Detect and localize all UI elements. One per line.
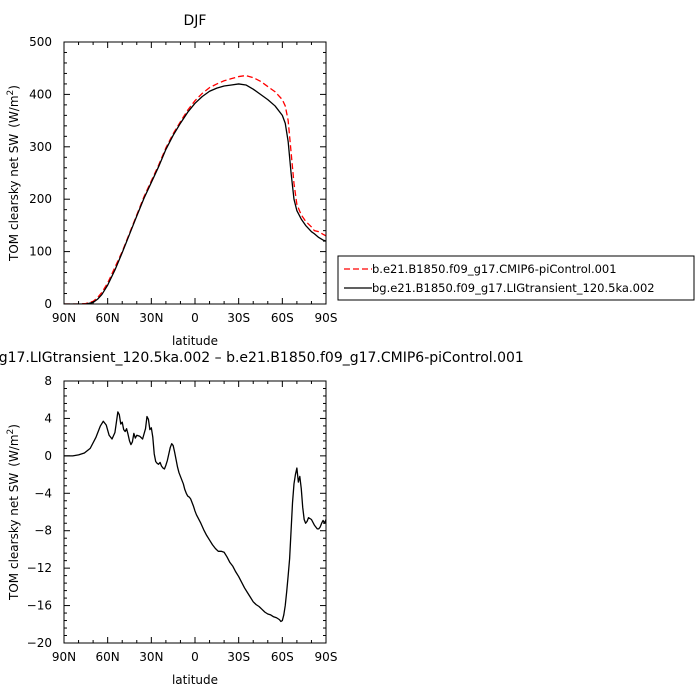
y-tick-label: 300	[29, 140, 52, 154]
y-tick-label: 0	[44, 297, 52, 311]
y-axis-label: TOM clearsky net SW (W/m2)	[6, 85, 21, 262]
y-axis-unit-close: )	[7, 85, 21, 90]
y-axis-label-text: TOM clearsky net SW	[7, 134, 21, 262]
x-tick-label: 30N	[139, 650, 163, 664]
x-tick-label: 30S	[227, 650, 250, 664]
x-tick-label: 90S	[315, 311, 338, 325]
y-axis-unit-exponent: 2	[6, 429, 16, 435]
x-tick-label: 90N	[52, 311, 76, 325]
legend-box	[337, 255, 695, 301]
x-axis-label: latitude	[172, 673, 218, 687]
legend: b.e21.B1850.f09_g17.CMIP6-piControl.001b…	[337, 255, 695, 301]
series-group	[64, 74, 326, 304]
x-tick-label: 30N	[139, 311, 163, 325]
series-line-0	[64, 411, 326, 623]
y-tick-label: −4	[34, 486, 52, 500]
top-chart-panel: 90N 60N 30N 0 30S 60S 90S 0 100 200 300 400 500 DJF la…	[6, 13, 695, 348]
bottom-chart-panel: 90N 60N 30N 0 30S 60S 90S −20 −16 −12 −8 −4 0 4 8 bg.e2…	[0, 350, 524, 687]
x-tick-label: 60N	[96, 311, 120, 325]
x-tick-label: 30S	[227, 311, 250, 325]
y-tick-label: −12	[27, 561, 52, 575]
x-tick-label: 60N	[96, 650, 120, 664]
x-tick-label: 90N	[52, 650, 76, 664]
series-line-0	[64, 74, 326, 304]
chart-title: DJF	[184, 13, 207, 29]
y-axis-label: TOM clearsky net SW (W/m2)	[6, 424, 21, 601]
y-axis-unit-close: )	[7, 424, 21, 429]
y-tick-label: −20	[27, 636, 52, 650]
y-tick-label: 0	[44, 449, 52, 463]
x-tick-label: 0	[191, 311, 199, 325]
chart-title: bg.e21.B1850.f09_g17.LIGtransient_120.5k…	[0, 350, 524, 366]
x-tick-label: 90S	[315, 650, 338, 664]
legend-label-0: b.e21.B1850.f09_g17.CMIP6-piControl.001	[372, 262, 617, 276]
y-tick-label: 500	[29, 35, 52, 49]
y-axis-unit-exponent: 2	[6, 90, 16, 96]
x-tick-label: 0	[191, 650, 199, 664]
series-group	[64, 411, 326, 623]
x-axis-label: latitude	[172, 334, 218, 348]
y-axis-unit: (W/m	[7, 434, 21, 466]
y-tick-label: −16	[27, 599, 52, 613]
series-line-1	[64, 83, 326, 304]
y-tick-label: 8	[44, 374, 52, 388]
y-tick-label: 100	[29, 245, 52, 259]
y-axis-unit: (W/m	[7, 95, 21, 127]
y-tick-label: −8	[34, 524, 52, 538]
y-tick-label: 400	[29, 87, 52, 101]
y-axis-label-text: TOM clearsky net SW	[7, 473, 21, 601]
plot-frame	[63, 41, 327, 305]
y-tick-label: 200	[29, 192, 52, 206]
x-tick-label: 60S	[271, 311, 294, 325]
y-tick-label: 4	[44, 411, 52, 425]
x-tick-label: 60S	[271, 650, 294, 664]
legend-label-1: bg.e21.B1850.f09_g17.LIGtransient_120.5k…	[372, 281, 655, 295]
